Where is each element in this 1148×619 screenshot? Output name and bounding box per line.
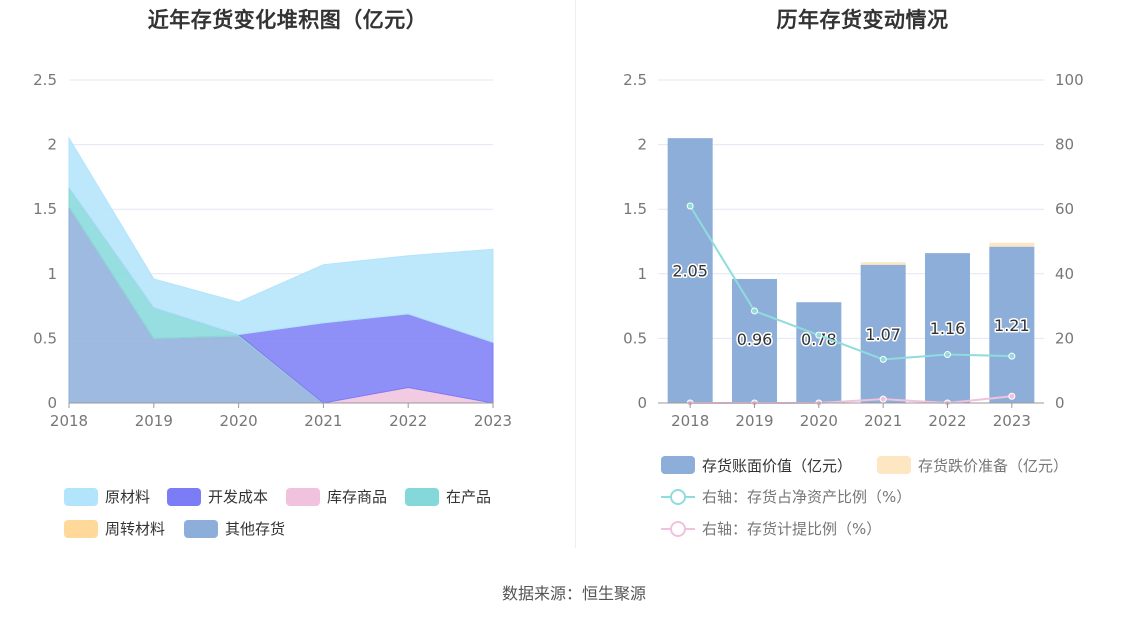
y-tick-label: 2.5 [623,71,647,89]
data-source-note: 数据来源：恒生聚源 [501,584,646,603]
x-tick-label: 2023 [474,412,512,430]
y2-tick-label: 0 [1055,394,1065,412]
y-tick-label: 0.5 [33,329,57,347]
line-series-右轴：存货占净资产比例（%） [689,205,1012,361]
y-tick-label: 1 [47,265,57,283]
legend-swatch [286,488,320,506]
legend-swatch [661,456,695,474]
bar-book-value [796,302,842,403]
bar-value-label: 1.07 [865,325,901,344]
stacked-area-chart: 0 0.5 1 1.5 2 2.5 2018 2019 2020 2021 2022 2023 原材料 开… [33,71,512,538]
legend-swatch [877,456,911,474]
x-tick-label: 2021 [864,412,902,430]
legend-label: 右轴：存货计提比例（%） [702,520,881,538]
x-tick-label: 2020 [220,412,258,430]
y-tick-label: 2.5 [33,71,57,89]
legend-label: 库存商品 [327,488,387,506]
legend-swatch [64,488,98,506]
x-tick-label: 2022 [928,412,966,430]
y2-tick-label: 20 [1055,329,1074,347]
bar-book-value [989,246,1035,403]
x-tick-label: 2022 [389,412,427,430]
x-tick-label: 2019 [735,412,773,430]
stacked-area-chart-panel: 近年存货变化堆积图（亿元） 0 0.5 1 1.5 2 2.5 2018 2019 2020 20… [0,0,575,560]
legend-label: 存货跌价准备（亿元） [918,457,1068,475]
line-point [1008,392,1016,400]
legend-label: 在产品 [446,488,491,506]
y2-tick-label: 40 [1055,265,1074,283]
bar-value-label: 0.96 [737,330,773,349]
area-series-原材料 [68,136,494,343]
y2-tick-label: 60 [1055,200,1074,218]
y2-tick-label: 80 [1055,136,1074,154]
line-point [815,331,823,339]
y-tick-label: 1.5 [33,200,57,218]
legend-label: 其他存货 [225,520,285,538]
legend-label: 原材料 [105,488,150,506]
legend-label: 右轴：存货占净资产比例（%） [702,488,911,506]
left-chart-title: 近年存货变化堆积图（亿元） [147,8,428,32]
legend-label: 开发成本 [208,488,268,506]
panel-divider [575,0,576,548]
legend-swatch [184,520,218,538]
line-point [879,395,887,403]
legend-marker [670,489,686,505]
line-point [1008,352,1016,360]
legend-marker [670,521,686,537]
line-point [751,307,758,315]
bar-book-value [860,264,906,403]
bar-impairment [860,262,906,265]
legend-label: 周转材料 [105,520,165,538]
x-tick-label: 2018 [50,412,88,430]
line-point [879,355,887,363]
bar-book-value [731,278,778,403]
y-tick-label: 0 [637,394,647,412]
y2-tick-label: 100 [1055,71,1084,89]
bar-book-value [667,138,713,403]
y-tick-label: 2 [637,136,647,154]
bar-book-value [924,253,971,403]
line-point [686,202,694,210]
y-tick-label: 0.5 [623,329,647,347]
x-tick-label: 2018 [671,412,709,430]
bar-impairment [989,242,1035,247]
legend-label: 存货账面价值（亿元） [702,457,852,475]
bar-value-label: 1.21 [994,316,1030,335]
x-tick-label: 2020 [800,412,838,430]
y-tick-label: 1.5 [623,200,647,218]
y-tick-label: 0 [47,394,57,412]
bar-value-label: 2.05 [672,262,708,281]
bar-value-label: 0.78 [801,330,837,349]
right-chart-title: 历年存货变动情况 [776,8,949,32]
bar-value-label: 1.16 [930,319,966,338]
legend-swatch [167,488,201,506]
bar-line-chart-panel: 历年存货变动情况 0 0.5 1 1.5 2 2.5 0 20 40 60 80 100 2.05 0.9… [577,0,1148,560]
line-point [944,351,951,359]
x-tick-label: 2021 [304,412,342,430]
legend-swatch [405,488,439,506]
y-tick-label: 1 [637,265,647,283]
bar-line-combo-chart: 0 0.5 1 1.5 2 2.5 0 20 40 60 80 100 2.05 0.96 0.78 1.07… [623,71,1084,538]
y-tick-label: 2 [47,136,57,154]
x-tick-label: 2019 [135,412,173,430]
legend-swatch [64,520,98,538]
x-tick-label: 2023 [993,412,1031,430]
